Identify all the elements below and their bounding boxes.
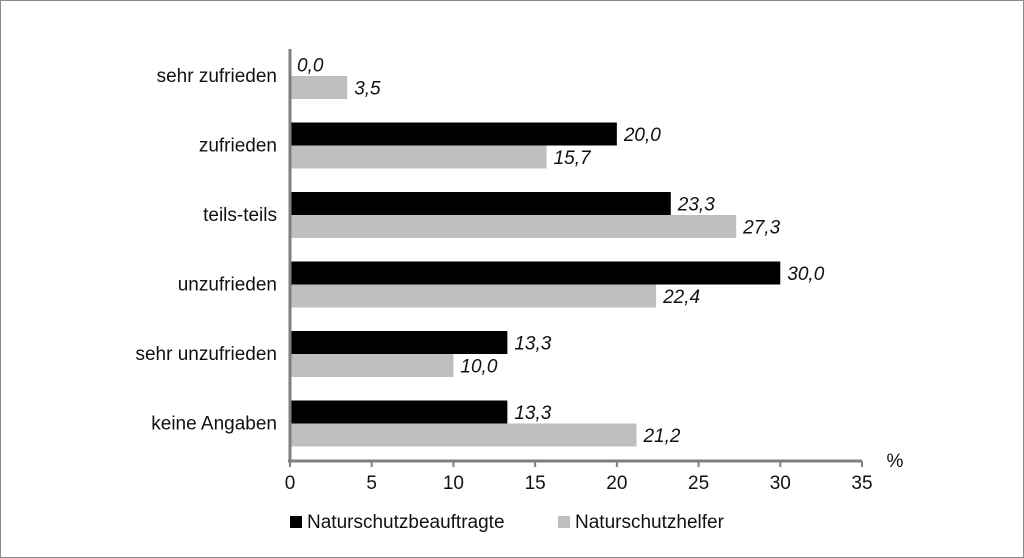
x-tick-label-3: 15 [525,473,546,494]
bar-helfer-0 [290,76,348,99]
x-tick-label-0: 0 [285,473,296,494]
data-label-helfer-5: 21,2 [642,426,680,447]
data-label-helfer-3: 22,4 [662,287,700,308]
data-label-helfer-1: 15,7 [554,148,592,169]
bar-helfer-5 [290,423,637,447]
category-label-4: sehr unzufrieden [135,344,277,365]
category-label-2: teils-teils [203,205,277,226]
x-unit-label: % [887,451,904,472]
data-label-beauftragte-4: 13,3 [514,334,551,355]
x-tick-label-5: 25 [688,473,709,494]
data-label-beauftragte-0: 0,0 [297,56,324,77]
bar-helfer-4 [290,354,454,377]
data-label-helfer-2: 27,3 [742,218,780,239]
category-label-0: sehr zufrieden [157,66,277,87]
x-tick-label-1: 5 [366,473,377,494]
bar-beauftragte-2 [290,192,671,215]
legend-label-beauftragte: Naturschutzbeauftragte [307,512,505,533]
data-label-beauftragte-2: 23,3 [677,195,715,216]
bar-beauftragte-1 [290,122,617,146]
bar-beauftragte-4 [290,331,508,354]
x-tick-label-2: 10 [443,473,464,494]
bar-beauftragte-5 [290,400,508,424]
category-label-3: unzufrieden [178,275,277,296]
data-label-beauftragte-3: 30,0 [787,264,824,285]
data-label-beauftragte-5: 13,3 [514,403,551,424]
x-tick-label-7: 35 [851,473,872,494]
legend-swatch-beauftragte [290,516,302,528]
legend-label-helfer: Naturschutzhelfer [575,512,725,533]
data-label-beauftragte-1: 20,0 [623,125,661,146]
x-tick-label-4: 20 [606,473,627,494]
category-label-5: keine Angaben [151,414,277,435]
category-label-1: zufrieden [199,136,277,157]
bar-beauftragte-3 [290,261,781,285]
data-label-helfer-0: 3,5 [354,79,381,100]
bar-helfer-1 [290,145,547,169]
data-label-helfer-4: 10,0 [460,357,497,378]
x-tick-label-6: 30 [770,473,791,494]
bar-helfer-3 [290,284,657,308]
legend-swatch-helfer [558,516,570,528]
bar-helfer-2 [290,215,737,238]
